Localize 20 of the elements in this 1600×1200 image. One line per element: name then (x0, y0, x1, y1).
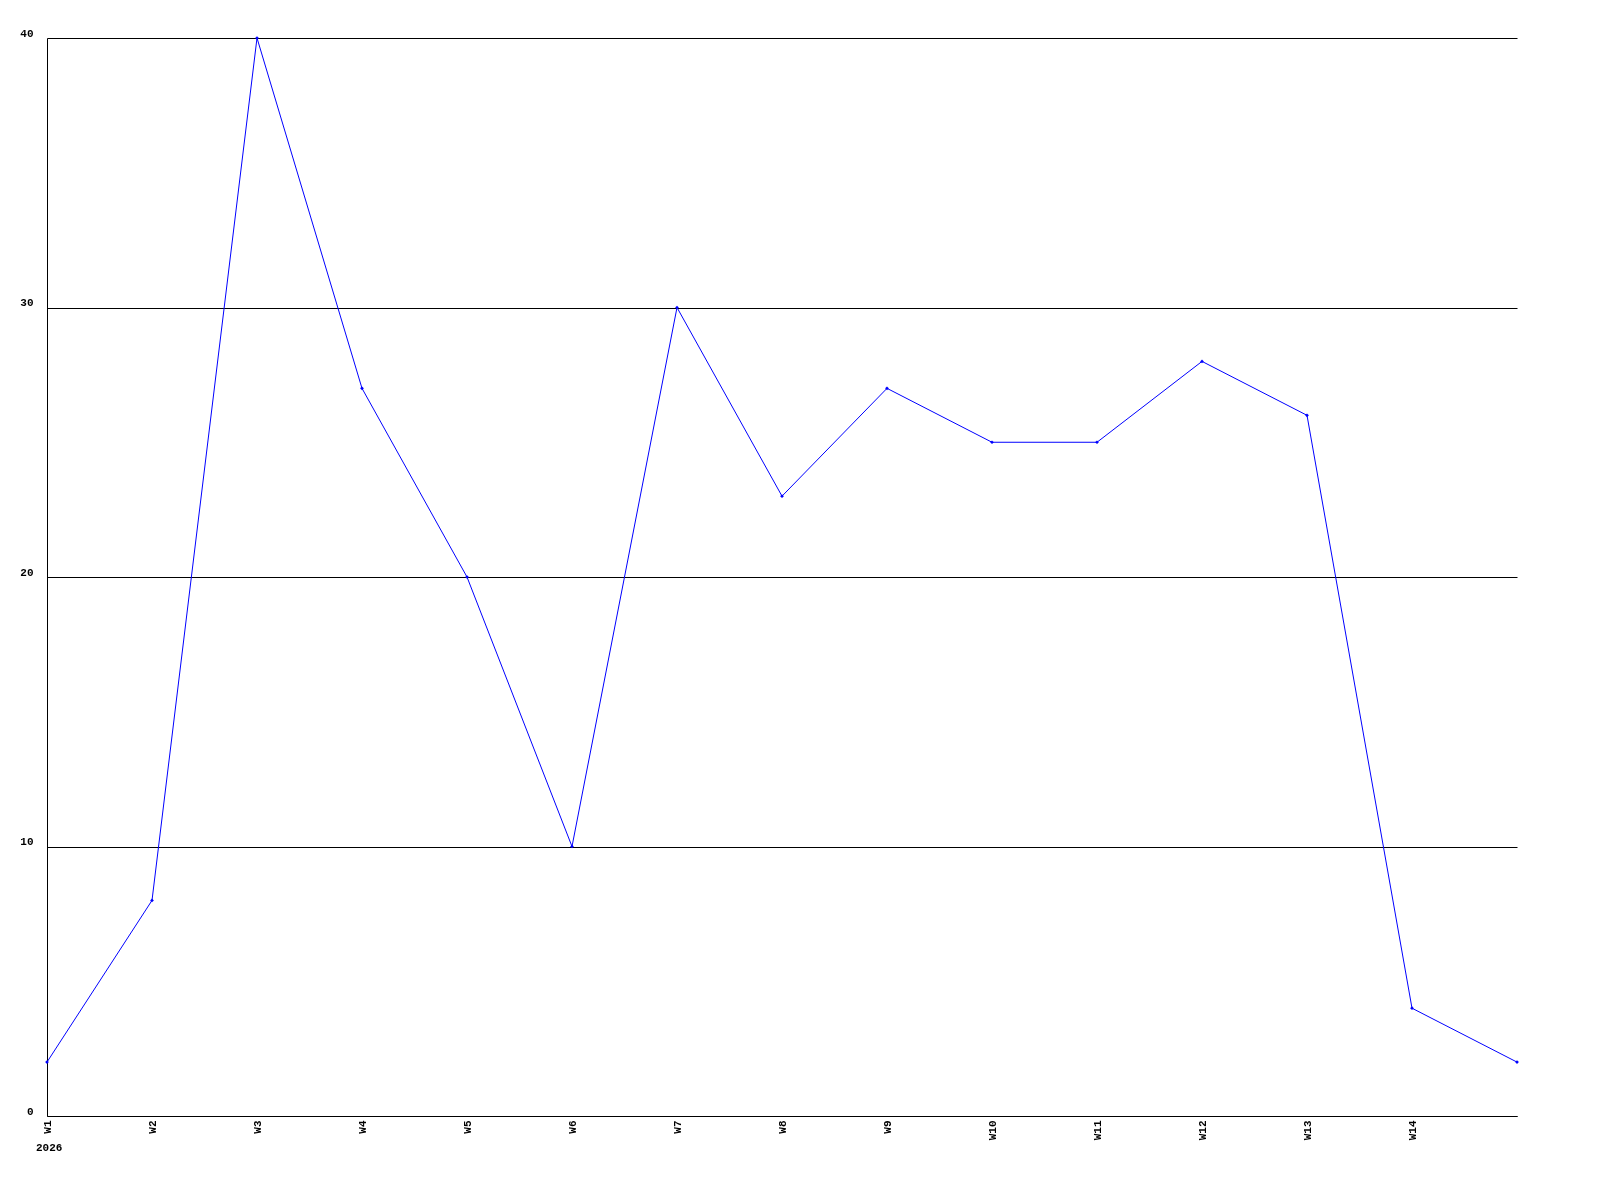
x-tick-label: W14 (1406, 1120, 1419, 1141)
x-tick-label: W9 (881, 1120, 894, 1134)
x-tick-label: W2 (146, 1120, 159, 1134)
y-tick-label: 20 (20, 566, 34, 579)
y-tick-label: 0 (26, 1105, 34, 1118)
x-tick-label: W3 (251, 1120, 264, 1134)
x-tick-label: W12 (1196, 1120, 1209, 1141)
x-tick-label: W5 (461, 1120, 474, 1134)
x-tick-label: W6 (566, 1120, 579, 1134)
y-tick-label: 10 (20, 836, 34, 848)
x-tick-label: W13 (1301, 1120, 1314, 1141)
x-tick-label: W10 (986, 1120, 999, 1141)
text: 2026 (36, 1142, 63, 1154)
x-tick-label: W1 (41, 1120, 54, 1134)
x-tick-label: W11 (1091, 1120, 1104, 1141)
x-tick-label: W7 (671, 1120, 684, 1134)
y-tick-label: 30 (20, 297, 34, 309)
y-tick-label: 40 (20, 27, 34, 40)
x-tick-label: W4 (356, 1120, 369, 1134)
x-tick-label: W8 (776, 1120, 789, 1134)
